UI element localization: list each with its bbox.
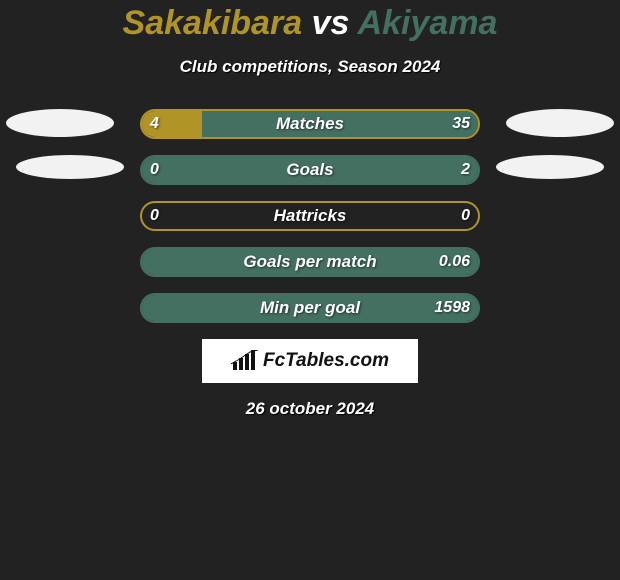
stat-row: Goals02 [0, 155, 620, 185]
player2-badge [506, 109, 614, 137]
bar-fill-right [202, 111, 478, 137]
stat-row: Matches435 [0, 109, 620, 139]
bar-chart-icon [231, 350, 259, 372]
stat-bar [140, 247, 480, 277]
player1-badge [6, 109, 114, 137]
bar-fill-left [142, 111, 202, 137]
title-player1: Sakakibara [123, 4, 303, 42]
stat-bar [140, 293, 480, 323]
player2-badge [496, 155, 604, 179]
player1-badge [16, 155, 124, 179]
title-vs: vs [312, 4, 350, 42]
stat-row: Goals per match0.06 [0, 247, 620, 277]
logo-text: FcTables.com [263, 350, 389, 372]
date-line: 26 october 2024 [0, 399, 620, 419]
stat-row: Hattricks00 [0, 201, 620, 231]
stat-bar [140, 109, 480, 139]
stat-bar [140, 201, 480, 231]
stat-bar [140, 155, 480, 185]
page-title: Sakakibara vs Akiyama [0, 4, 620, 43]
bar-fill-right [142, 295, 478, 321]
bar-fill-right [142, 249, 478, 275]
bar-fill-right [142, 157, 478, 183]
title-player2: Akiyama [358, 4, 498, 42]
stat-row: Min per goal1598 [0, 293, 620, 323]
subtitle: Club competitions, Season 2024 [0, 57, 620, 77]
logo-box: FcTables.com [202, 339, 418, 383]
comparison-chart: Matches435 Goals02 Hattricks00 Goals per ma… [0, 109, 620, 323]
comparison-infographic: Sakakibara vs Akiyama Club competitions,… [0, 0, 620, 419]
